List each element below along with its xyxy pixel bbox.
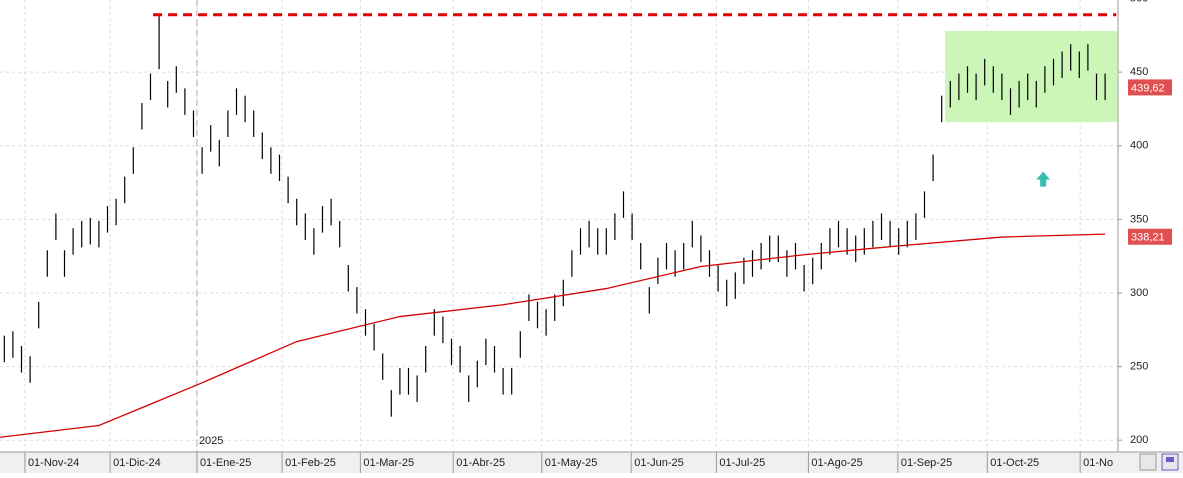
zoom-button[interactable] (1139, 453, 1157, 471)
y-tick-label: 200 (1130, 434, 1148, 446)
x-tick-label: 01-Jul-25 (719, 457, 765, 469)
x-tick-label: 01-Dic-24 (113, 457, 161, 469)
year-label: 2025 (199, 435, 223, 447)
x-tick-label: 01-Sep-25 (901, 457, 952, 469)
y-tick-label: 250 (1130, 361, 1148, 373)
y-tick-label: 300 (1130, 287, 1148, 299)
x-tick-label: 01-Nov-24 (28, 457, 79, 469)
x-tick-label: 01-Abr-25 (456, 457, 505, 469)
range-box (945, 30, 1118, 123)
save-icon (1166, 457, 1174, 462)
y-tick-label: 400 (1130, 140, 1148, 152)
y-tick-label: 450 (1130, 66, 1148, 78)
last-value-badge (1128, 79, 1172, 96)
y-tick-label: 350 (1130, 213, 1148, 225)
x-tick-label: 01-Mar-25 (363, 457, 414, 469)
y-tick-label: 500 (1130, 0, 1148, 4)
x-tick-label: 01-Ene-25 (200, 457, 251, 469)
moving-average (0, 233, 1106, 438)
x-axis-band (0, 452, 1183, 473)
x-tick-label: 01-No (1083, 457, 1113, 469)
last-value-label: 338,21 (1131, 232, 1165, 244)
x-tick-label: 01-May-25 (545, 457, 598, 469)
x-tick-label: 01-Ago-25 (811, 457, 862, 469)
up-arrow (1036, 171, 1051, 187)
last-value-badge (1128, 228, 1172, 245)
x-tick-label: 01-Feb-25 (285, 457, 336, 469)
x-tick-label: 01-Oct-25 (990, 457, 1039, 469)
x-tick-label: 01-Jun-25 (634, 457, 684, 469)
last-value-label: 439,62 (1131, 82, 1165, 94)
